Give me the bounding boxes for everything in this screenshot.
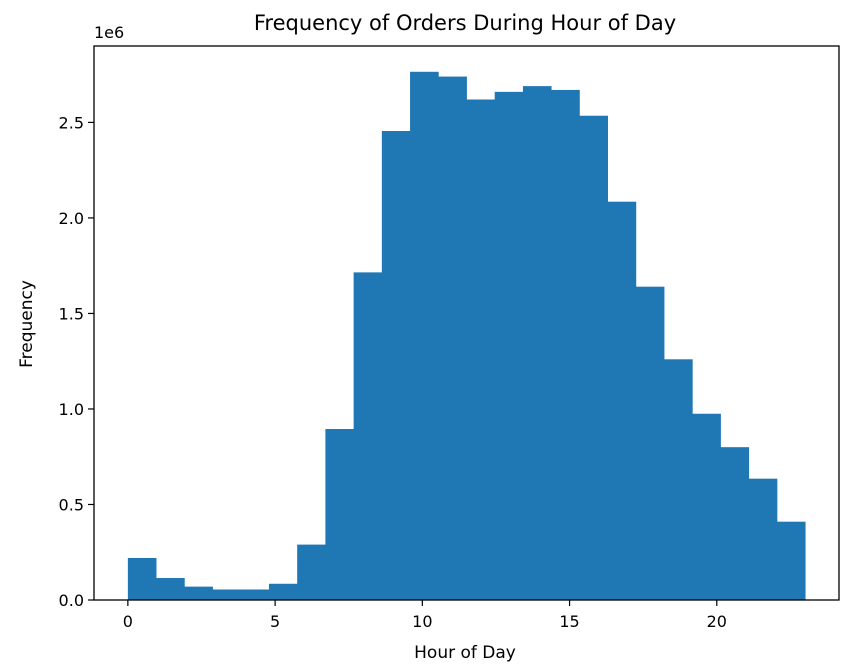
y-tick-label: 1.5 xyxy=(59,304,84,323)
histogram-bar xyxy=(381,131,411,600)
histogram-bar xyxy=(325,429,355,600)
x-tick-label: 15 xyxy=(559,612,579,631)
y-tick-label: 0.5 xyxy=(59,495,84,514)
histogram-bar xyxy=(466,99,496,601)
histogram-bar xyxy=(410,71,439,601)
x-axis-label: Hour of Day xyxy=(414,643,516,663)
histogram-bar xyxy=(579,115,609,600)
x-axis-ticks: 0 5 10 15 20 xyxy=(123,600,727,631)
histogram-bar xyxy=(776,521,806,600)
histogram-bar xyxy=(127,557,157,600)
histogram-bar xyxy=(494,91,524,600)
histogram-bar xyxy=(607,201,637,600)
histogram-bar xyxy=(240,589,270,600)
y-tick-label: 0.0 xyxy=(59,591,84,610)
histogram-bar xyxy=(720,447,750,600)
histogram-bar xyxy=(353,272,383,600)
histogram-bar xyxy=(297,544,326,600)
y-axis-label: Frequency xyxy=(17,280,37,368)
y-axis-ticks: 0.0 0.5 1.0 1.5 2.0 2.5 xyxy=(59,113,94,610)
x-tick-label: 0 xyxy=(123,612,133,631)
y-tick-label: 1.0 xyxy=(59,400,84,419)
histogram-bar xyxy=(522,86,552,601)
histogram-bar xyxy=(156,578,185,600)
chart-title: Frequency of Orders During Hour of Day xyxy=(254,11,676,35)
histogram-bar xyxy=(635,286,665,600)
histogram-bar xyxy=(664,359,693,600)
histogram-bar xyxy=(212,589,242,600)
y-tick-label: 2.5 xyxy=(59,113,84,132)
histogram-bar xyxy=(438,76,467,600)
histogram-bar xyxy=(268,583,298,600)
x-tick-label: 5 xyxy=(270,612,280,631)
x-tick-label: 20 xyxy=(707,612,727,631)
histogram-bar xyxy=(551,89,580,600)
histogram-bar xyxy=(184,586,213,600)
y-tick-label: 2.0 xyxy=(59,209,84,228)
bars-group xyxy=(127,71,806,601)
x-tick-label: 10 xyxy=(412,612,432,631)
plot-frame xyxy=(93,45,840,601)
y-offset-label: 1e6 xyxy=(94,23,124,42)
histogram-bar xyxy=(692,413,721,600)
histogram-bar xyxy=(748,478,778,600)
